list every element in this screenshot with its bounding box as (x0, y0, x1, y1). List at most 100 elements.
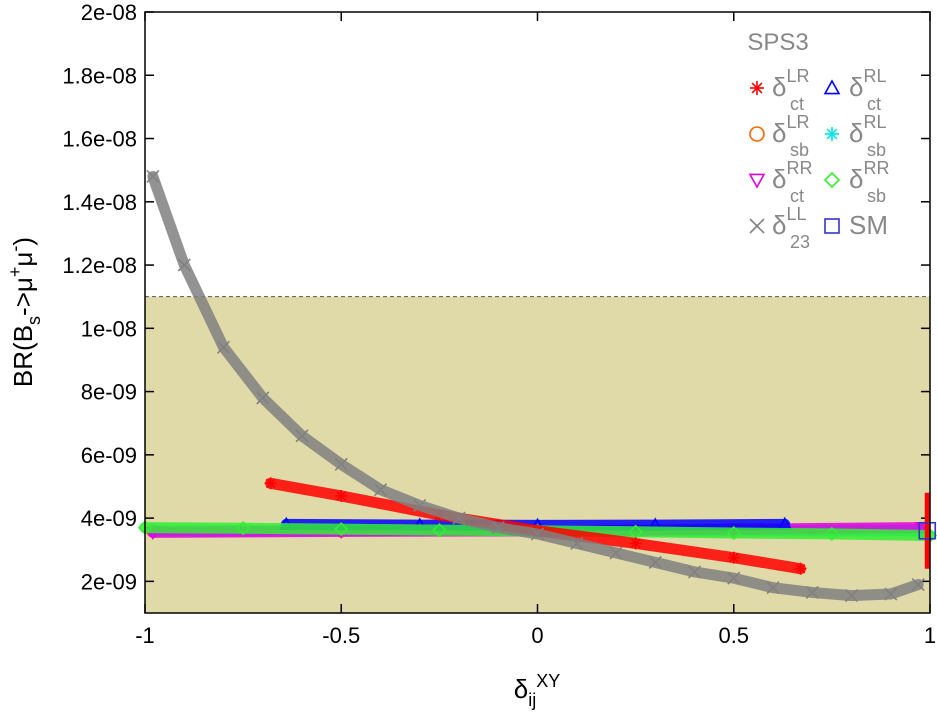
marker (609, 546, 623, 560)
legend-sup: LL (786, 204, 806, 224)
marker-stroke (911, 577, 925, 592)
legend-sup: RR (786, 158, 812, 178)
marker-shape (918, 521, 937, 540)
y-tick-label: 6e-09 (81, 443, 137, 468)
x-tick-label: -0.5 (322, 623, 360, 648)
legend-sub: ct (790, 186, 804, 206)
legend-name: δ (772, 118, 786, 148)
marker (334, 457, 348, 471)
marker-stroke (630, 538, 641, 549)
legend-name: δ (849, 72, 863, 102)
legend-label: δRR sb (849, 158, 889, 206)
axis-label-part: ij (528, 690, 536, 710)
marker (825, 127, 839, 141)
marker (823, 171, 841, 189)
legend-title: SPS3 (747, 29, 808, 56)
marker-stroke (727, 571, 741, 585)
y-tick-label: 1.2e-08 (62, 253, 137, 278)
legend-sup: LR (786, 112, 809, 132)
x-tick-label: 1 (924, 623, 936, 648)
legend-sup: RR (863, 158, 889, 178)
y-tick-label: 1e-08 (81, 316, 137, 341)
axis-label-part: BR(B (8, 325, 38, 387)
axis-label-part: - (5, 246, 25, 252)
marker-shape (824, 526, 840, 542)
marker-stroke (295, 429, 309, 443)
y-tick-label: 1.8e-08 (62, 63, 137, 88)
marker (530, 527, 545, 541)
marker-stroke (452, 511, 466, 525)
allowed-band (145, 296, 930, 613)
legend-label: δRR ct (772, 158, 812, 206)
marker (235, 521, 251, 536)
legend-sub: 23 (790, 232, 810, 252)
legend-name: SM (849, 210, 888, 240)
marker-stroke (336, 491, 347, 501)
y-tick-label: 2e-08 (81, 0, 137, 25)
y-axis-label: BR(Bs->μ+μ-) (5, 237, 44, 387)
marker-shape (432, 522, 447, 538)
marker-shape (823, 79, 841, 95)
axis-label-part: ) (8, 237, 38, 246)
marker-stroke (728, 552, 739, 563)
marker-stroke (216, 340, 231, 354)
marker-stroke (844, 589, 859, 603)
legend-sup: RL (863, 112, 886, 132)
marker-stroke (751, 82, 763, 94)
legend-sup: LR (786, 66, 809, 86)
x-tick-label: -1 (135, 623, 155, 648)
legend-label: δLR sb (772, 112, 810, 160)
marker (687, 565, 702, 579)
marker-stroke (766, 581, 780, 595)
marker (146, 169, 160, 184)
x-tick-label: 0 (531, 623, 543, 648)
legend-label: δLR ct (772, 66, 810, 114)
legend-label: δRL ct (849, 66, 887, 114)
axis-label-part: XY (536, 671, 560, 691)
marker (794, 562, 807, 575)
marker (766, 581, 780, 595)
marker (177, 258, 191, 272)
marker-stroke (177, 258, 191, 272)
legend-sub: sb (867, 186, 886, 206)
marker (824, 526, 840, 542)
x-axis-label: δijXY (514, 671, 561, 710)
marker (844, 589, 859, 603)
marker-stroke (570, 536, 584, 550)
legend-name: δ (849, 118, 863, 148)
marker (748, 173, 766, 189)
marker (727, 551, 740, 564)
marker-stroke (805, 585, 819, 600)
marker (648, 555, 662, 569)
marker (295, 429, 309, 443)
legend-name: δ (772, 210, 786, 240)
marker (432, 522, 447, 538)
marker (749, 126, 765, 142)
marker (570, 536, 584, 550)
axis-label-part: δ (514, 674, 528, 704)
legend-label: SM (849, 210, 888, 240)
legend-label: δLL 23 (772, 204, 810, 252)
legend-sup: RL (863, 66, 886, 86)
marker-stroke (265, 478, 276, 489)
marker (749, 218, 765, 234)
axis-label-part: ->μ (8, 277, 38, 316)
legend-name: δ (849, 164, 863, 194)
marker (629, 537, 642, 550)
plot-frame (144, 11, 931, 614)
y-tick-label: 2e-09 (81, 569, 137, 594)
legend-label: δRL sb (849, 112, 887, 160)
marker (413, 498, 427, 513)
marker (334, 522, 349, 537)
marker-stroke (491, 521, 505, 535)
legend-sub: sb (867, 140, 886, 160)
marker (216, 340, 231, 354)
marker-stroke (413, 498, 427, 513)
axis-label-part: μ (8, 252, 38, 267)
marker (491, 521, 505, 535)
marker (256, 391, 270, 405)
marker-stroke (334, 457, 348, 471)
legend-name: δ (772, 164, 786, 194)
marker-shape (334, 522, 349, 537)
